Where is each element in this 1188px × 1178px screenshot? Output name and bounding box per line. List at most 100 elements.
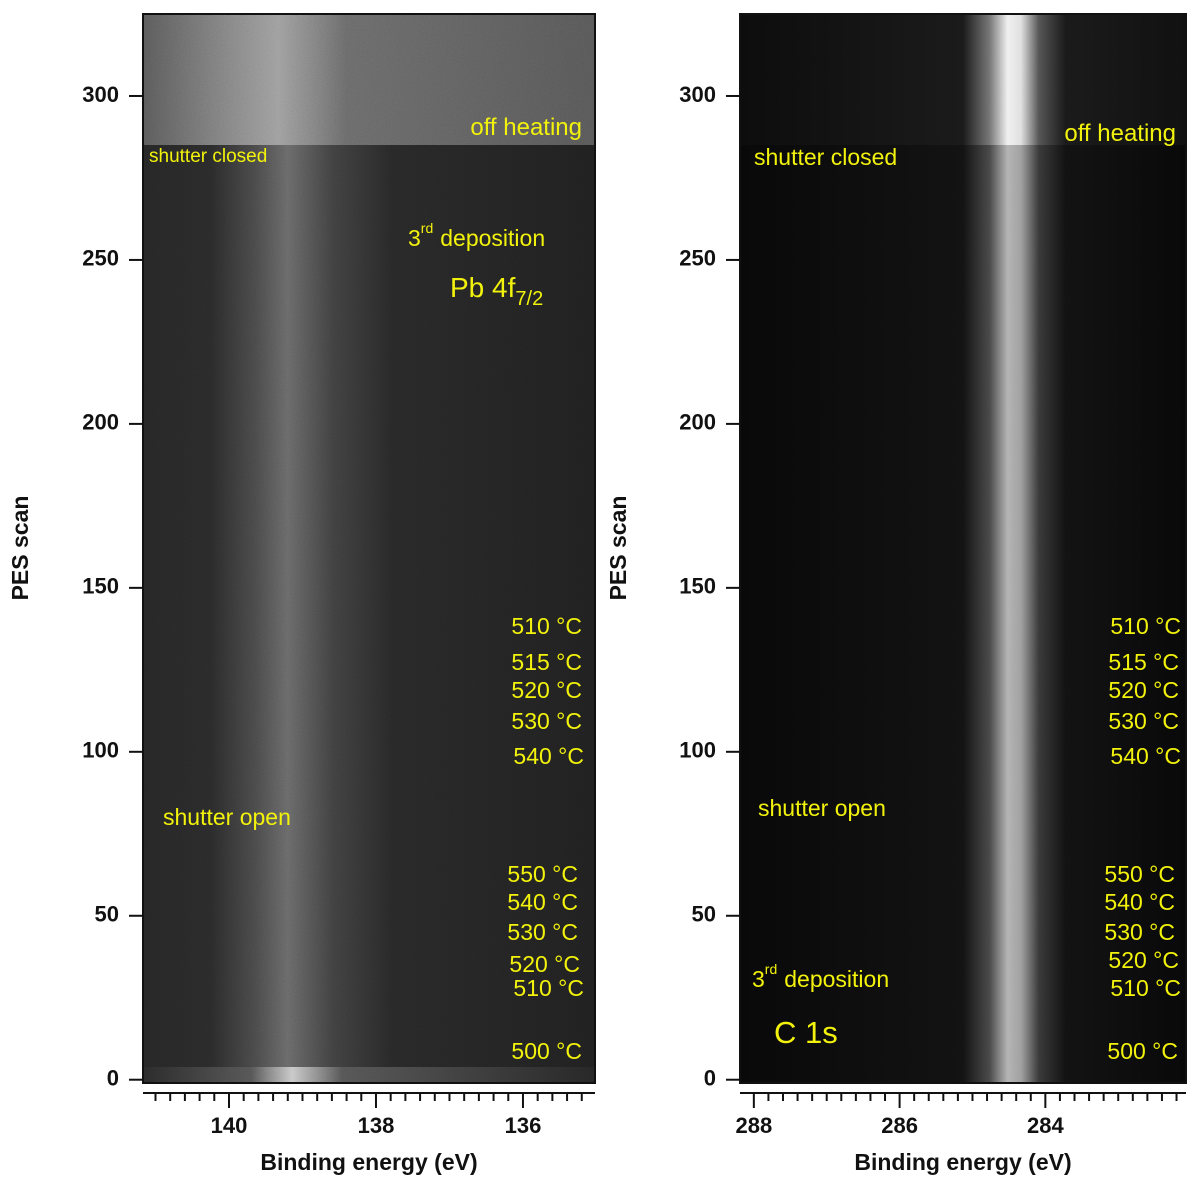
annotation: 530 °C <box>1108 708 1179 734</box>
x-tick-label: 288 <box>735 1113 772 1138</box>
annotation-text: 3 <box>408 225 421 251</box>
annotation-text: 530 °C <box>511 708 582 734</box>
annotation-text: off heating <box>1064 120 1176 147</box>
annotation: 520 °C <box>511 677 582 703</box>
map-grain <box>740 14 1186 1083</box>
annotation: 530 °C <box>511 708 582 734</box>
x-tick-label: 284 <box>1027 1113 1064 1138</box>
annotation-text: 540 °C <box>513 743 584 769</box>
annotation: 540 °C <box>507 889 578 915</box>
x-axis-label: Binding energy (eV) <box>260 1149 477 1175</box>
annotation-text: 500 °C <box>511 1038 582 1064</box>
annotation-text: 520 °C <box>1108 677 1179 703</box>
annotation-sup: rd <box>421 220 433 236</box>
x-tick-label: 286 <box>881 1113 918 1138</box>
y-tick-label: 50 <box>95 902 119 927</box>
annotation: 540 °C <box>1104 889 1175 915</box>
annotation-text: 510 °C <box>1110 613 1181 639</box>
y-tick-label: 0 <box>704 1066 716 1091</box>
annotation: 550 °C <box>1104 861 1175 887</box>
annotation: shutter open <box>758 795 886 821</box>
annotation: 530 °C <box>1104 919 1175 945</box>
y-axis-label: PES scan <box>605 496 631 601</box>
y-tick-label: 300 <box>679 82 716 107</box>
y-tick-label: 100 <box>679 738 716 763</box>
x-tick-label: 136 <box>505 1113 542 1138</box>
y-tick-label: 150 <box>679 574 716 599</box>
y-tick-label: 300 <box>82 82 119 107</box>
annotation: 550 °C <box>507 861 578 887</box>
annotation-text: 510 °C <box>1110 975 1181 1001</box>
annotation-text: C 1s <box>774 1015 838 1050</box>
annotation: 500 °C <box>1107 1038 1178 1064</box>
annotation: C 1s <box>774 1015 838 1050</box>
annotation: 540 °C <box>513 743 584 769</box>
annotation-text: 530 °C <box>1104 919 1175 945</box>
annotation: 520 °C <box>1108 947 1179 973</box>
annotation-text: deposition <box>784 966 889 992</box>
annotation-sup: rd <box>765 961 777 977</box>
annotation-text: 515 °C <box>1108 649 1179 675</box>
y-tick-label: 200 <box>679 410 716 435</box>
annotation: 520 °C <box>509 951 580 977</box>
annotation: 510 °C <box>511 613 582 639</box>
x-axis-label: Binding energy (eV) <box>854 1149 1071 1175</box>
annotation: 530 °C <box>507 919 578 945</box>
annotation-text: deposition <box>440 225 545 251</box>
annotation-text: 540 °C <box>1110 743 1181 769</box>
annotation-text: 540 °C <box>1104 889 1175 915</box>
annotation-text: 500 °C <box>1107 1038 1178 1064</box>
annotation-sub: 7/2 <box>515 288 543 310</box>
y-tick-label: 50 <box>692 902 716 927</box>
y-tick-label: 0 <box>107 1066 119 1091</box>
annotation-text: shutter open <box>163 804 291 830</box>
annotation-text: 520 °C <box>1108 947 1179 973</box>
annotation: off heating <box>1064 120 1176 147</box>
y-tick-label: 250 <box>679 246 716 271</box>
annotation: 540 °C <box>1110 743 1181 769</box>
plot-frame <box>142 13 596 1084</box>
annotation-text: 520 °C <box>511 677 582 703</box>
annotation: 520 °C <box>1108 677 1179 703</box>
plot-frame <box>739 13 1187 1084</box>
annotation: 510 °C <box>1110 613 1181 639</box>
annotation-text: 550 °C <box>1104 861 1175 887</box>
annotation-text: 3 <box>752 966 765 992</box>
annotation: 510 °C <box>513 975 584 1001</box>
annotation: off heating <box>470 114 582 141</box>
map-grain <box>143 14 595 1083</box>
annotation-text: 540 °C <box>507 889 578 915</box>
y-tick-label: 250 <box>82 246 119 271</box>
annotation: 500 °C <box>511 1038 582 1064</box>
intensity-map <box>143 14 595 1083</box>
y-axis-label: PES scan <box>7 496 33 601</box>
annotation: shutter closed <box>754 144 897 170</box>
annotation-text: 530 °C <box>1108 708 1179 734</box>
annotation-text: 550 °C <box>507 861 578 887</box>
y-tick-label: 150 <box>82 574 119 599</box>
x-tick-label: 140 <box>211 1113 248 1138</box>
annotation: 515 °C <box>511 649 582 675</box>
y-tick-label: 200 <box>82 410 119 435</box>
annotation: shutter closed <box>149 146 267 167</box>
annotation: 3rd deposition <box>752 961 889 992</box>
annotation: 3rd deposition <box>408 220 545 251</box>
annotation-text: shutter closed <box>754 144 897 170</box>
y-tick-label: 100 <box>82 738 119 763</box>
annotation: Pb 4f7/2 <box>450 272 543 310</box>
annotation-text: off heating <box>470 114 582 141</box>
annotation-text: 520 °C <box>509 951 580 977</box>
annotation-text: shutter closed <box>149 146 267 167</box>
annotation-text: 510 °C <box>511 613 582 639</box>
annotation-text: Pb 4f <box>450 272 516 303</box>
annotation-text: 530 °C <box>507 919 578 945</box>
annotation: 510 °C <box>1110 975 1181 1001</box>
annotation: 515 °C <box>1108 649 1179 675</box>
x-tick-label: 138 <box>358 1113 395 1138</box>
annotation-text: 510 °C <box>513 975 584 1001</box>
intensity-map <box>740 14 1186 1083</box>
annotation: shutter open <box>163 804 291 830</box>
annotation-text: shutter open <box>758 795 886 821</box>
annotation-text: 515 °C <box>511 649 582 675</box>
